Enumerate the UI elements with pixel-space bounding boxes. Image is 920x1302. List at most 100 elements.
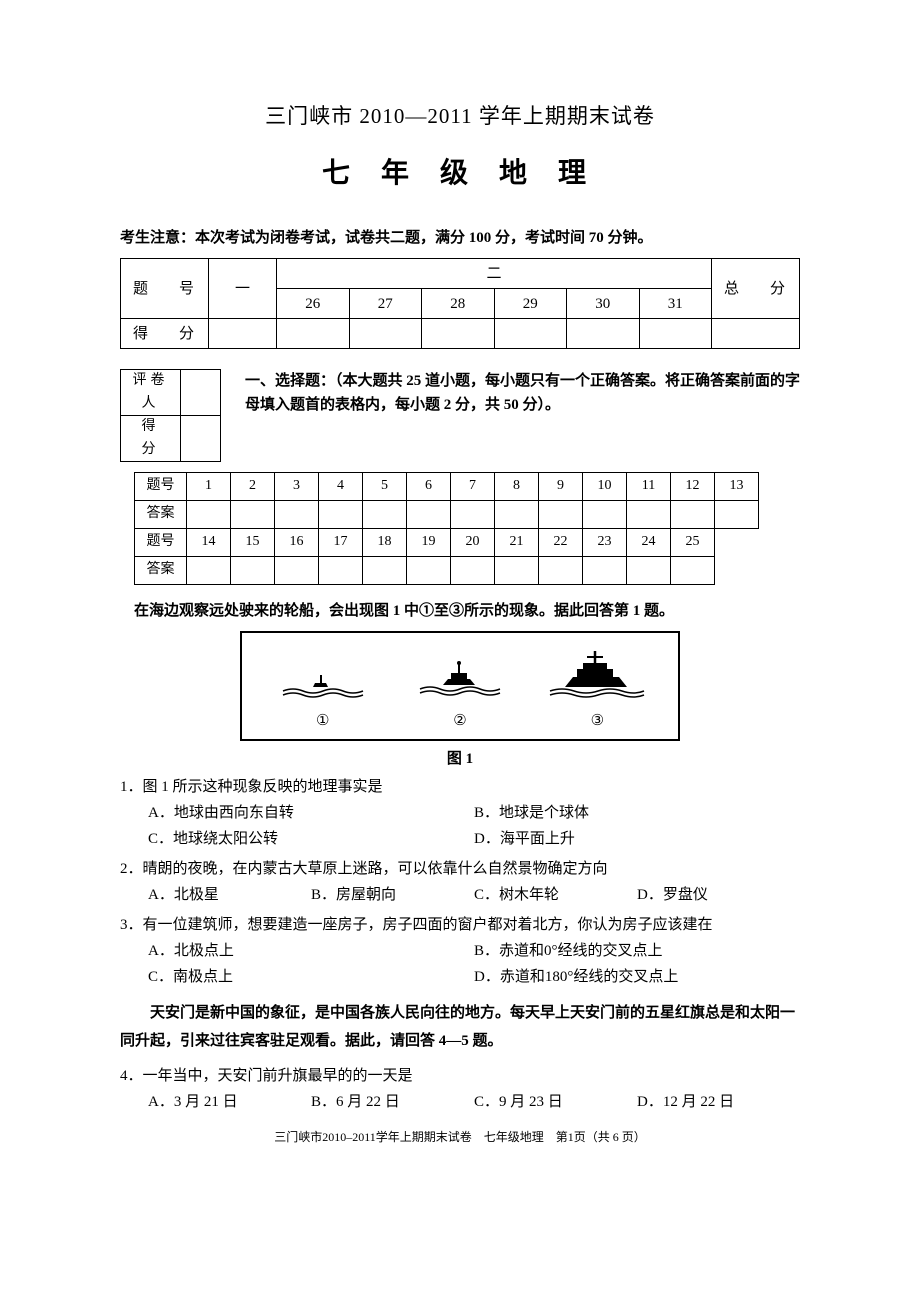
qnum: 6: [407, 472, 451, 500]
ans-cell: [495, 556, 539, 584]
qnum: 14: [187, 528, 231, 556]
q1-opt-c: C．地球绕太阳公转: [148, 827, 474, 851]
row-score: 得 分: [121, 319, 209, 349]
ans-cell: [495, 500, 539, 528]
ans-row-q: 题号: [135, 472, 187, 500]
subcol: 27: [349, 289, 422, 319]
qnum: 22: [539, 528, 583, 556]
question-3: 3．有一位建筑师，想要建造一座房子，房子四面的窗户都对着北方，你认为房子应该建在…: [120, 913, 800, 991]
answer-grid: 题号 1 2 3 4 5 6 7 8 9 10 11 12 13 答案 题号 1…: [134, 472, 759, 585]
score-label: 得 分: [121, 416, 181, 462]
qnum: 4: [319, 472, 363, 500]
qnum: 20: [451, 528, 495, 556]
ans-cell: [583, 556, 627, 584]
ans-cell: [539, 500, 583, 528]
ship-icon-2: [415, 659, 505, 705]
q3-opt-b: B．赤道和0°经线的交叉点上: [474, 939, 800, 963]
qnum: 8: [495, 472, 539, 500]
ship-panel-3: [537, 649, 657, 705]
qnum: 18: [363, 528, 407, 556]
qnum: 10: [583, 472, 627, 500]
fig-label-1: ①: [316, 709, 329, 733]
ans-cell: [715, 500, 759, 528]
ans-cell: [231, 500, 275, 528]
score-cell: [349, 319, 422, 349]
fig-label-3: ③: [591, 709, 604, 733]
q3-opt-c: C．南极点上: [148, 965, 474, 989]
q3-num: 3．: [120, 917, 143, 933]
q4-opt-b: B．6 月 22 日: [311, 1090, 474, 1114]
qnum: 1: [187, 472, 231, 500]
q3-stem: 有一位建筑师，想要建造一座房子，房子四面的窗户都对着北方，你认为房子应该建在: [143, 917, 713, 933]
ans-cell: [319, 556, 363, 584]
q1-num: 1．: [120, 779, 143, 795]
qnum: 19: [407, 528, 451, 556]
qnum: 23: [583, 528, 627, 556]
ans-cell: [275, 500, 319, 528]
ans-empty: [715, 528, 759, 556]
q2-opt-c: C．树木年轮: [474, 883, 637, 907]
page-footer: 三门峡市2010–2011学年上期期末试卷 七年级地理 第1页（共 6 页）: [120, 1128, 800, 1147]
fig-label-2: ②: [453, 709, 466, 733]
q2-opt-a: A．北极星: [148, 883, 311, 907]
score-cell: [494, 319, 567, 349]
col-tihao: 题 号: [121, 259, 209, 319]
col-section-2: 二: [277, 259, 712, 289]
qnum: 21: [495, 528, 539, 556]
qnum: 9: [539, 472, 583, 500]
q1-opt-b: B．地球是个球体: [474, 801, 800, 825]
rater-label: 评卷人: [121, 370, 181, 416]
ship-panel-2: [400, 659, 520, 705]
score-cell: [567, 319, 640, 349]
score-cell: [209, 319, 277, 349]
ans-empty: [715, 556, 759, 584]
ans-cell: [671, 556, 715, 584]
col-total: 总 分: [712, 259, 800, 319]
ans-cell: [451, 500, 495, 528]
q1-opt-a: A．地球由西向东自转: [148, 801, 474, 825]
ans-cell: [187, 500, 231, 528]
ans-cell: [627, 500, 671, 528]
q4-stem: 一年当中，天安门前升旗最早的的一天是: [143, 1068, 413, 1084]
q2-stem: 晴朗的夜晚，在内蒙古大草原上迷路，可以依靠什么自然景物确定方向: [143, 861, 608, 877]
ans-cell: [407, 556, 451, 584]
qnum: 17: [319, 528, 363, 556]
ans-cell: [319, 500, 363, 528]
question-1: 1．图 1 所示这种现象反映的地理事实是 A．地球由西向东自转 B．地球是个球体…: [120, 775, 800, 853]
q1-opt-d: D．海平面上升: [474, 827, 800, 851]
q1-intro: 在海边观察远处驶来的轮船，会出现图 1 中①至③所示的现象。据此回答第 1 题。: [134, 599, 800, 623]
q4-opt-a: A．3 月 21 日: [148, 1090, 311, 1114]
score-summary-table: 题 号 一 二 总 分 26 27 28 29 30 31 得 分: [120, 258, 800, 349]
ans-cell: [363, 556, 407, 584]
q2-opt-b: B．房屋朝向: [311, 883, 474, 907]
col-section-1: 一: [209, 259, 277, 319]
qnum: 5: [363, 472, 407, 500]
ans-cell: [187, 556, 231, 584]
exam-notice: 考生注意：本次考试为闭卷考试，试卷共二题，满分 100 分，考试时间 70 分钟…: [120, 226, 800, 250]
rater-blank: [181, 370, 221, 416]
qnum: 12: [671, 472, 715, 500]
qnum: 13: [715, 472, 759, 500]
exam-header-line2: 七 年 级 地 理: [120, 152, 800, 197]
ship-panel-1: [263, 665, 383, 705]
ans-cell: [583, 500, 627, 528]
q1-stem: 图 1 所示这种现象反映的地理事实是: [143, 779, 383, 795]
ans-cell: [539, 556, 583, 584]
subcol: 31: [639, 289, 712, 319]
qnum: 11: [627, 472, 671, 500]
q3-opt-d: D．赤道和180°经线的交叉点上: [474, 965, 800, 989]
score-cell: [277, 319, 350, 349]
qnum: 2: [231, 472, 275, 500]
section-1-heading: 一、选择题：（本大题共 25 道小题，每小题只有一个正确答案。将正确答案前面的字…: [245, 369, 800, 417]
ship-icon-3: [547, 649, 647, 705]
q4-opt-d: D．12 月 22 日: [637, 1090, 800, 1114]
q2-opt-d: D．罗盘仪: [637, 883, 800, 907]
q4-num: 4．: [120, 1068, 143, 1084]
score-cell: [712, 319, 800, 349]
figure-1-caption: 图 1: [120, 747, 800, 771]
ans-cell: [275, 556, 319, 584]
ans-row-a: 答案: [135, 500, 187, 528]
q2-num: 2．: [120, 861, 143, 877]
q3-opt-a: A．北极点上: [148, 939, 474, 963]
passage-4-5: 天安门是新中国的象征，是中国各族人民向往的地方。每天早上天安门前的五星红旗总是和…: [120, 999, 800, 1056]
